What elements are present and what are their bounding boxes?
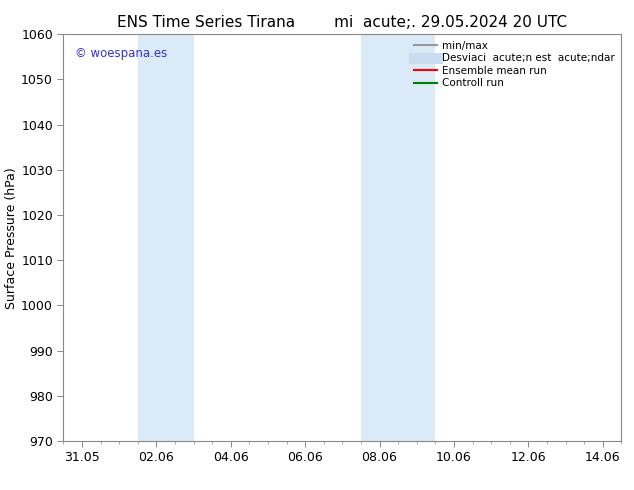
Text: © woespana.es: © woespana.es [75, 47, 167, 59]
Bar [361, 34, 436, 441]
Title: ENS Time Series Tirana        mi  acute;. 29.05.2024 20 UTC: ENS Time Series Tirana mi acute;. 29.05.… [117, 15, 567, 30]
Y-axis label: Surface Pressure (hPa): Surface Pressure (hPa) [5, 167, 18, 309]
Bar [138, 34, 193, 441]
Legend: min/max, Desviaci  acute;n est  acute;ndar, Ensemble mean run, Controll run: min/max, Desviaci acute;n est acute;ndar… [411, 37, 618, 92]
